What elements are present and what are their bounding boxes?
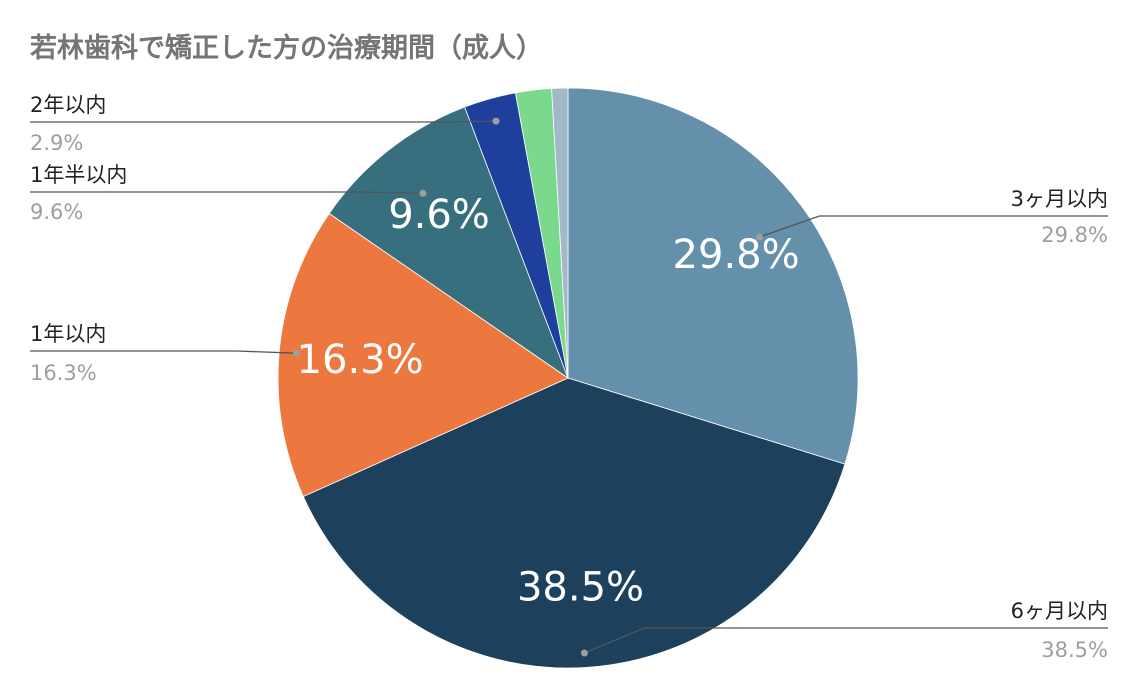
callout-name-0: 3ヶ月以内 (1011, 187, 1108, 211)
pie-slice-0 (567, 87, 859, 465)
slice-inner-label-1: 38.5% (517, 564, 644, 610)
callout-dot-2 (293, 349, 300, 357)
callout-value-4: 2.9% (30, 131, 83, 155)
callout-labels: 3ヶ月以内 29.8% 6ヶ月以内 38.5% 1年以内 16.3% 1年半以内 9.6% 2年… (30, 93, 1108, 662)
pie-slice-3 (328, 106, 569, 380)
callout-dot-3 (419, 189, 427, 197)
callout-leader-0 (759, 215, 1108, 238)
callout-leader-3 (30, 191, 423, 194)
pie-slice-1 (302, 377, 846, 669)
slice-inner-label-2: 16.3% (297, 337, 424, 383)
callout-4: 2年以内 2.9% (30, 93, 500, 155)
callout-name-1: 6ヶ月以内 (1011, 599, 1108, 623)
pie-slice-2 (277, 212, 569, 498)
chart-title: 若林歯科で矯正した方の治療期間（成人） (30, 32, 543, 64)
callout-2: 1年以内 16.3% (30, 322, 300, 385)
callout-dot-0 (756, 233, 763, 241)
callout-leader-2 (30, 350, 297, 354)
callout-1: 6ヶ月以内 38.5% (580, 599, 1108, 662)
inner-labels: 29.8% 38.5% 16.3% 9.6% (297, 192, 800, 611)
slice-inner-label-3: 9.6% (388, 192, 490, 238)
callout-value-0: 29.8% (1041, 223, 1108, 247)
pie-slices (277, 87, 859, 669)
slice-inner-label-0: 29.8% (673, 232, 800, 278)
callout-dot-4 (492, 117, 500, 125)
callout-0: 3ヶ月以内 29.8% (756, 187, 1108, 247)
callout-leader-4 (30, 120, 497, 123)
callout-value-3: 9.6% (30, 200, 83, 224)
callout-value-1: 38.5% (1041, 638, 1108, 662)
pie-slice-6 (551, 87, 569, 379)
callout-dot-1 (580, 649, 588, 657)
callout-value-2: 16.3% (30, 361, 97, 385)
callout-name-4: 2年以内 (30, 93, 106, 117)
callout-name-2: 1年以内 (30, 322, 106, 346)
callout-name-3: 1年半以内 (30, 163, 127, 187)
callout-3: 1年半以内 9.6% (30, 163, 427, 224)
callout-leader-1 (584, 627, 1108, 654)
